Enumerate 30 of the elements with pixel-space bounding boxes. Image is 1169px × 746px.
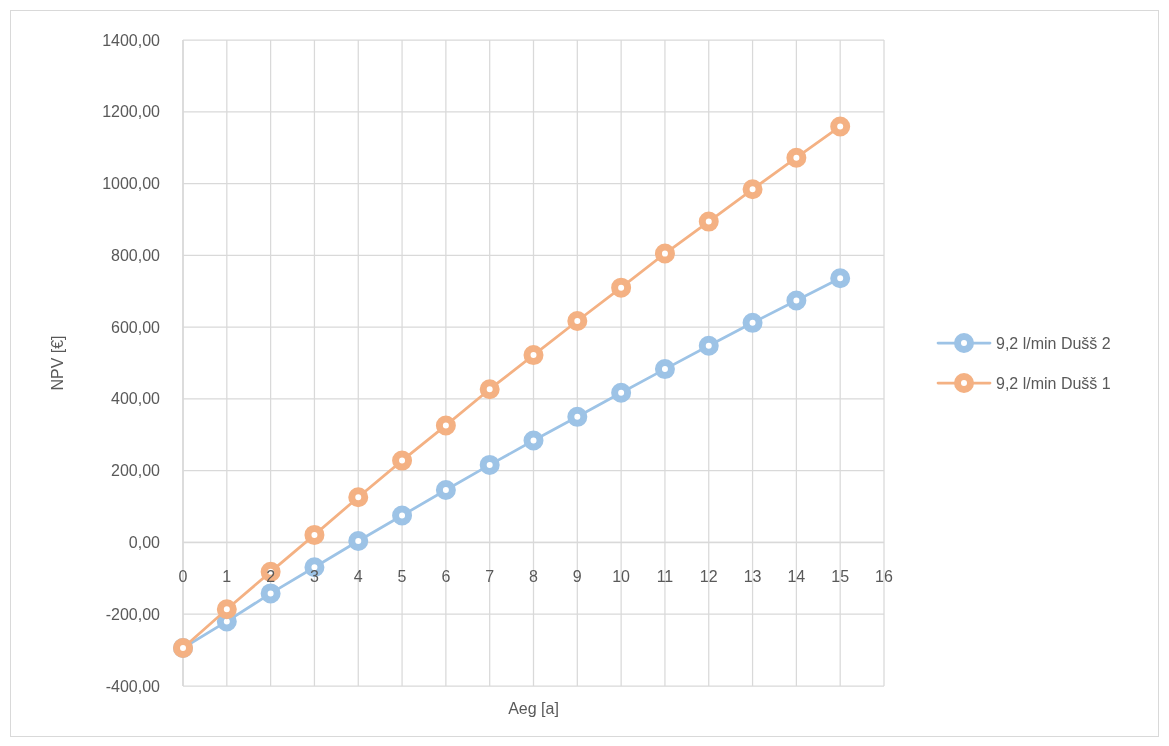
x-tick-label: 7 — [485, 568, 495, 586]
x-tick-label: 5 — [397, 568, 407, 586]
y-tick-label: -400,00 — [105, 677, 161, 695]
x-tick-label: 13 — [743, 568, 762, 586]
x-tick-label: 10 — [612, 568, 631, 586]
y-tick-label: 0,00 — [128, 534, 161, 552]
x-tick-label: 6 — [441, 568, 451, 586]
x-axis-title: Aeg [a] — [508, 699, 559, 717]
x-tick-label: 0 — [178, 568, 188, 586]
legend-label: 9,2 l/min Dušš 1 — [996, 374, 1111, 392]
x-tick-label: 9 — [572, 568, 582, 586]
x-tick-label: 1 — [222, 568, 232, 586]
y-axis-title: NPV [€] — [48, 335, 66, 391]
x-tick-label: 3 — [309, 568, 319, 586]
x-tick-label: 11 — [656, 568, 674, 586]
y-tick-label: 1200,00 — [102, 103, 161, 121]
x-tick-label: 15 — [831, 568, 850, 586]
x-tick-label: 14 — [787, 568, 806, 586]
y-tick-label: 1400,00 — [102, 31, 161, 49]
y-tick-label: -200,00 — [105, 605, 161, 623]
y-tick-label: 200,00 — [111, 462, 161, 480]
x-tick-label: 12 — [699, 568, 718, 586]
y-tick-label: 600,00 — [111, 318, 161, 336]
y-tick-label: 1000,00 — [102, 175, 161, 193]
y-tick-label: 400,00 — [111, 390, 161, 408]
legend-label: 9,2 l/min Dušš 2 — [996, 334, 1111, 352]
y-tick-label: 800,00 — [111, 246, 161, 264]
x-tick-label: 8 — [529, 568, 539, 586]
x-tick-label: 4 — [353, 568, 363, 586]
x-tick-label: 16 — [875, 568, 893, 586]
